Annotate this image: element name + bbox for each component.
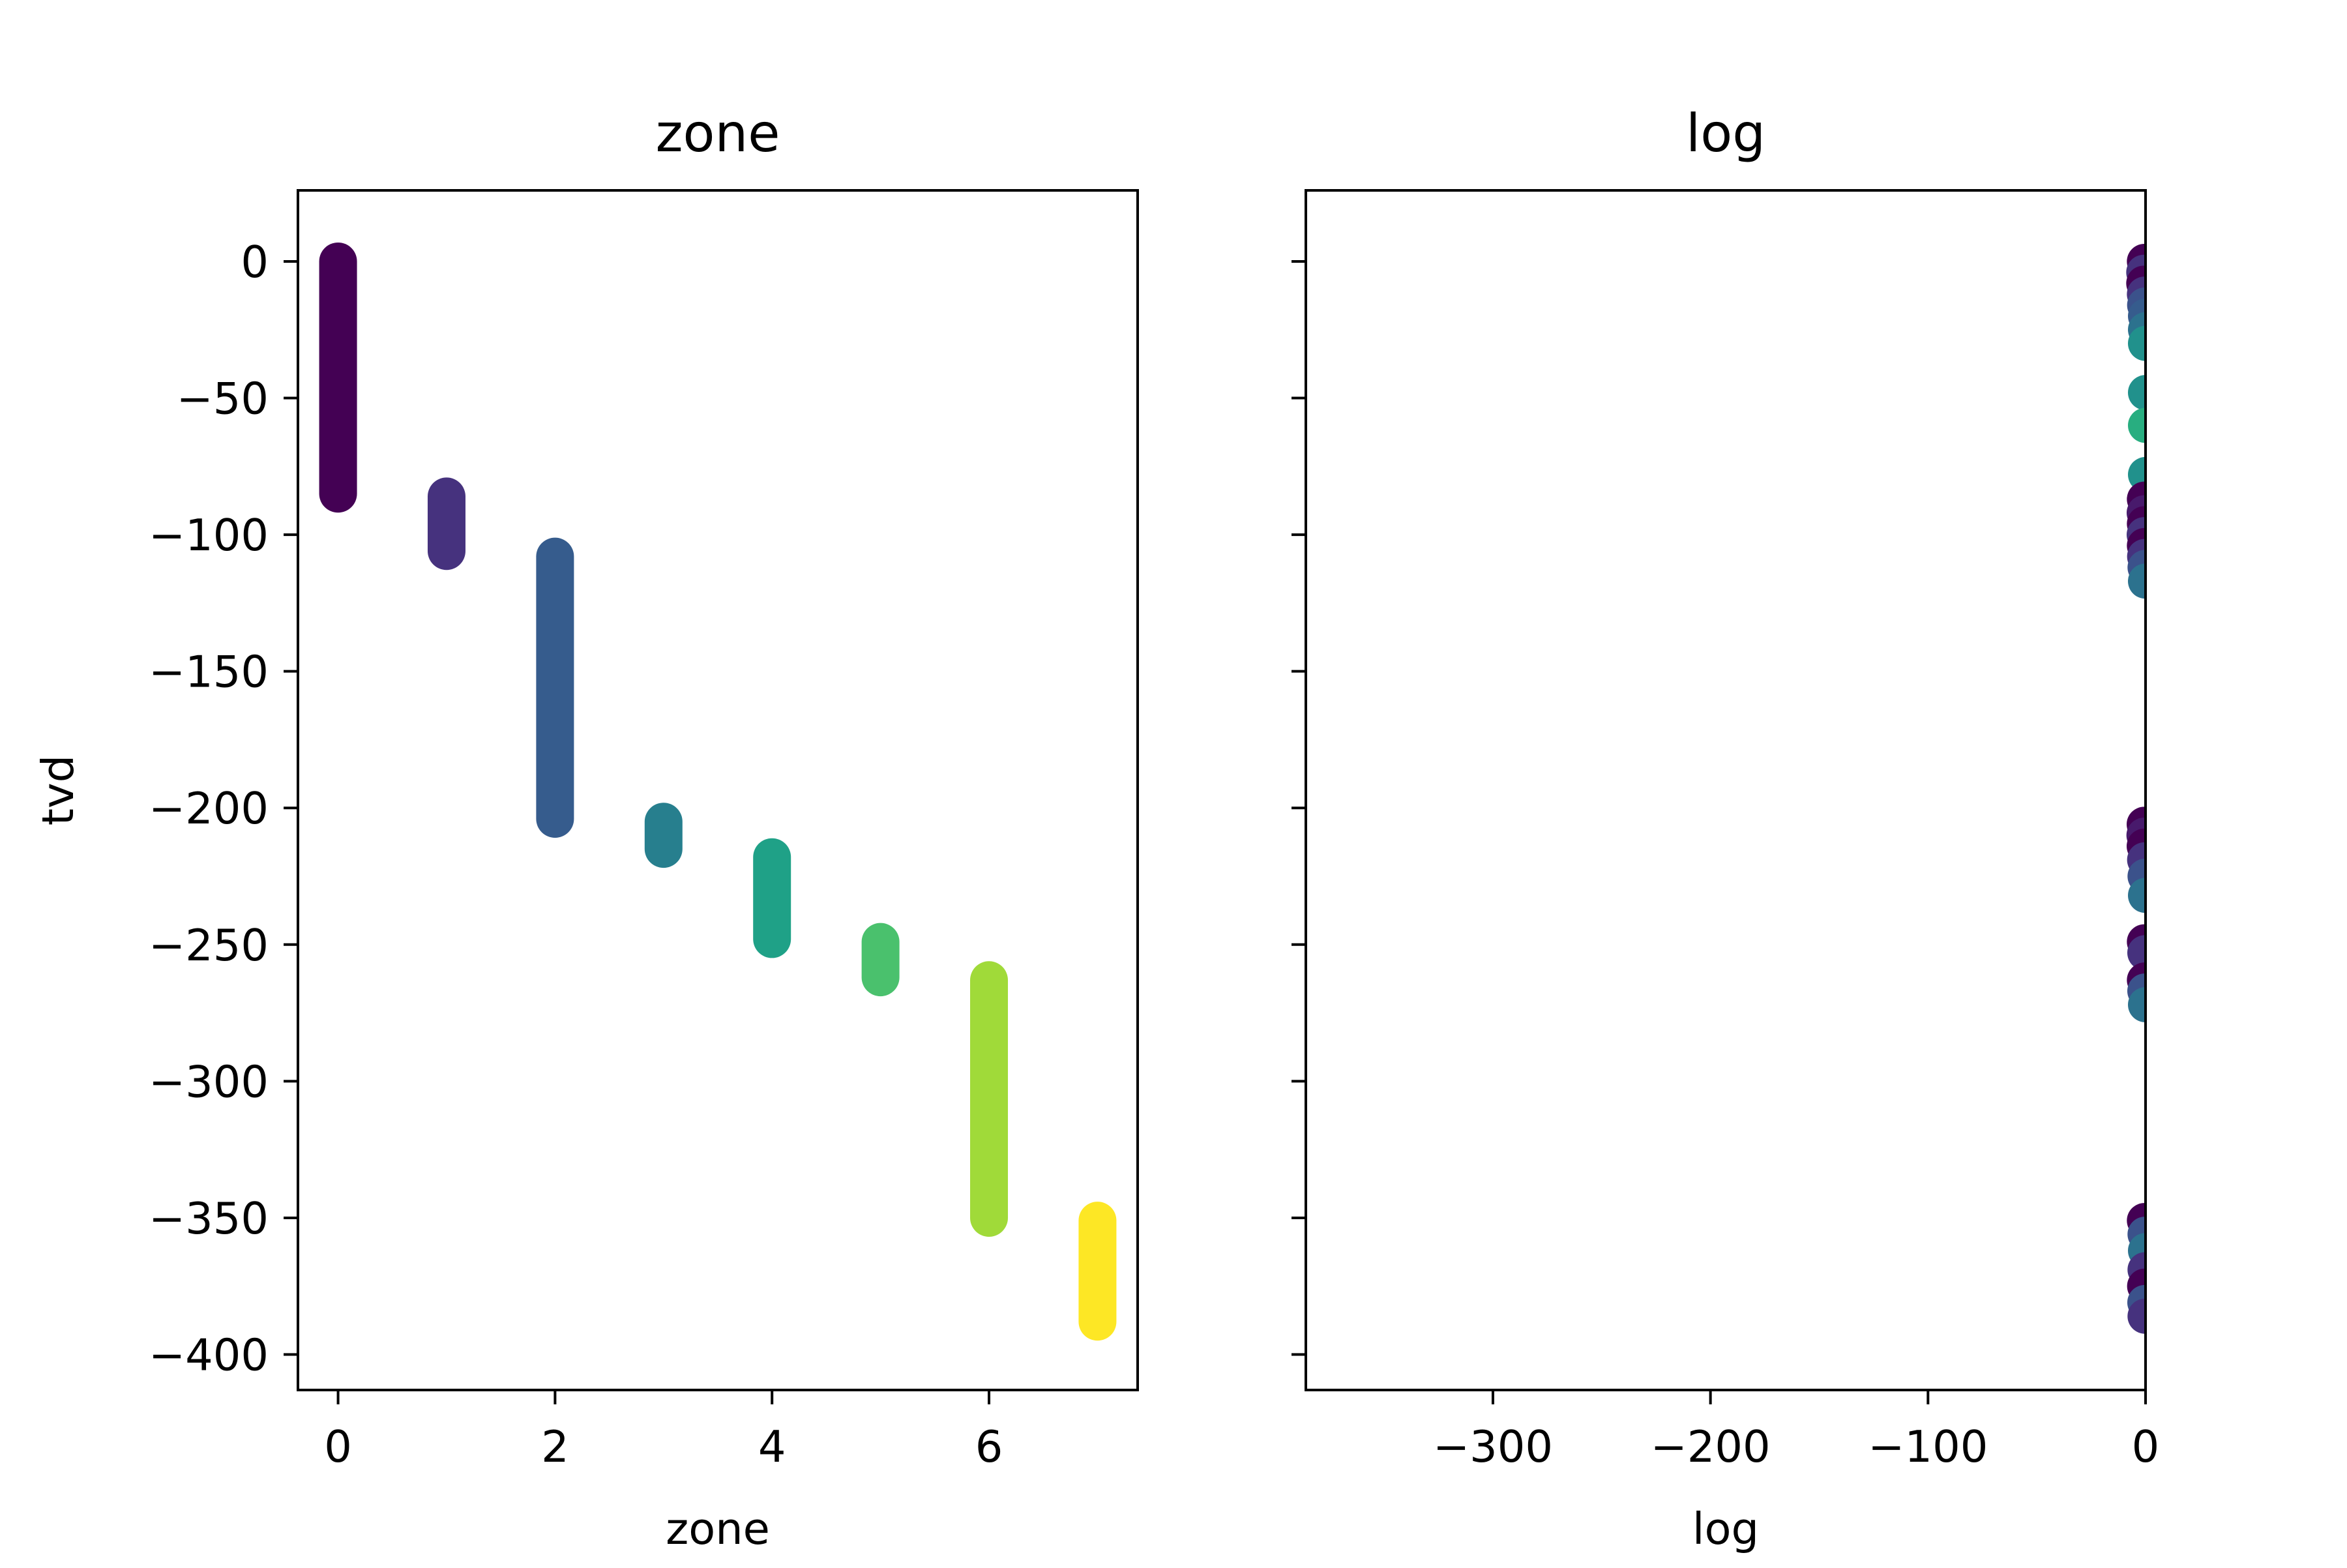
log-point xyxy=(2128,878,2146,913)
log-point xyxy=(2128,407,2146,443)
log-point xyxy=(2128,375,2146,411)
log-point xyxy=(2128,987,2146,1023)
panel-title: zone xyxy=(656,103,780,164)
axes-frame xyxy=(1305,189,2147,1391)
x-tick-label: 2 xyxy=(541,1421,569,1472)
log-point xyxy=(2128,563,2146,599)
y-tick-label: −200 xyxy=(149,783,269,834)
y-tick-label: −400 xyxy=(149,1330,269,1381)
y-tick-label: −150 xyxy=(149,647,269,698)
log-point xyxy=(2127,1298,2146,1334)
x-tick-label: −200 xyxy=(1651,1421,1771,1472)
log-point xyxy=(2128,325,2146,361)
y-tick-label: −100 xyxy=(149,510,269,561)
y-tick-label: −250 xyxy=(149,920,269,971)
x-tick-label: 4 xyxy=(758,1421,786,1472)
x-axis-label: zone xyxy=(666,1503,770,1554)
x-tick-label: 0 xyxy=(2132,1421,2160,1472)
panel-title: log xyxy=(1686,103,1765,164)
log-point xyxy=(2127,935,2146,971)
x-tick-label: −300 xyxy=(1433,1421,1553,1472)
axes-frame xyxy=(297,189,1139,1391)
y-tick-label: −300 xyxy=(149,1056,269,1107)
zone-panel: 0 2 4 6 0 −50 −100 −150 −200 −250 −300 −350 −400 zone… xyxy=(33,103,1139,1554)
plot-area xyxy=(319,242,1117,1341)
y-axis-label: tvd xyxy=(33,755,83,825)
y-tick-label: 0 xyxy=(241,237,269,288)
log-panel: −300 −200 −100 0 log log xyxy=(1292,103,2160,1554)
x-tick-label: 0 xyxy=(324,1421,352,1472)
y-tick-label: −350 xyxy=(149,1193,269,1244)
x-tick-label: −100 xyxy=(1868,1421,1988,1472)
plot-area xyxy=(2126,243,2146,1334)
x-axis-label: log xyxy=(1692,1503,1759,1554)
x-tick-label: 6 xyxy=(975,1421,1003,1472)
y-tick-label: −50 xyxy=(177,374,269,424)
